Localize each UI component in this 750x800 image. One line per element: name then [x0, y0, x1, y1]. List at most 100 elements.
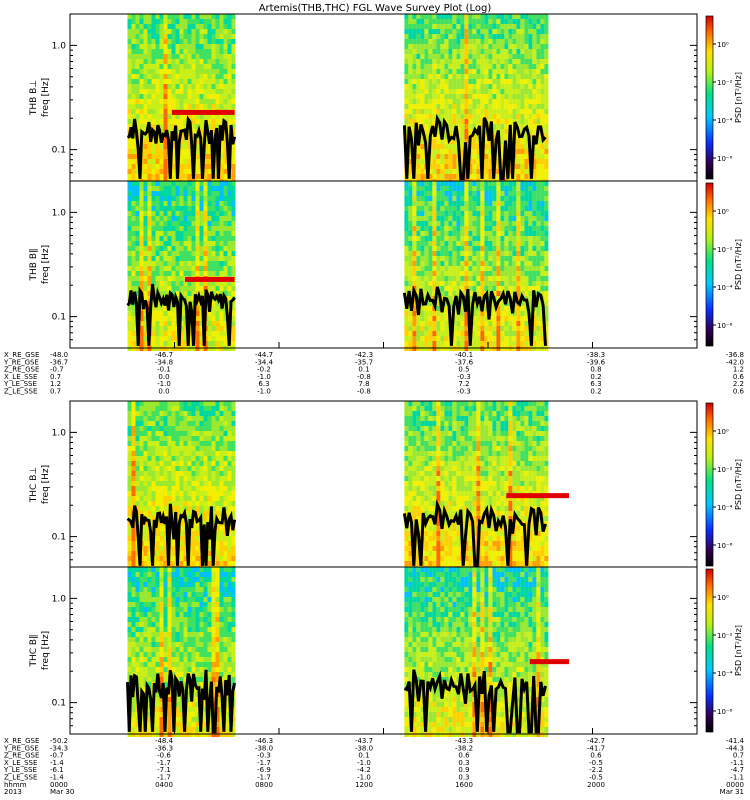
- cyclotron-frequency-curve: [126, 503, 237, 566]
- ephem-value: -1.4: [50, 759, 64, 767]
- ephem-value: -44.3: [726, 744, 744, 752]
- ephem-value: 0.7: [50, 373, 61, 381]
- ephem-value: -6.1: [50, 766, 64, 774]
- ephem-value: -1.7: [157, 759, 171, 767]
- cyclotron-frequency-curve: [402, 285, 547, 346]
- ephem-value: -41.4: [726, 737, 745, 745]
- ephem-value: 0000: [726, 781, 744, 789]
- cyclotron-frequency-curve: [402, 114, 547, 181]
- ephem-value: 0400: [155, 781, 173, 789]
- ephem-value: Mar 30: [50, 788, 74, 796]
- ephem-row-label: Z_RE_GSE: [4, 366, 39, 374]
- colorbar-tick-label: 10⁻²: [717, 79, 733, 87]
- ephem-value: -4.2: [357, 766, 371, 774]
- colorbar-tick-label: 10⁻⁴: [717, 284, 733, 292]
- ephem-value: 0.6: [733, 388, 745, 396]
- y-tick-label: 1.0: [52, 428, 67, 438]
- colorbar-tick-label: 10⁻⁴: [717, 670, 733, 678]
- ephem-value: -0.8: [357, 373, 371, 381]
- ephem-value: -37.6: [455, 358, 474, 366]
- spectrogram-block: [127, 401, 236, 571]
- colorbar-tick-label: 10⁻²: [717, 466, 733, 474]
- ephem-value: 0000: [50, 781, 68, 789]
- ephem-value: -44.7: [255, 351, 273, 359]
- colorbar-label: PSD [nT²/Hz]: [734, 459, 743, 510]
- ephem-value: -41.7: [587, 744, 605, 752]
- ephem-value: 2000: [587, 781, 605, 789]
- ephem-value: Mar 31: [720, 788, 744, 796]
- ephem-value: -6.9: [257, 766, 271, 774]
- colorbar-tick-label: 10⁰: [717, 594, 729, 602]
- ephem-value: -0.2: [257, 366, 271, 374]
- red-emission-band: [506, 493, 569, 499]
- ephem-row-label: X_LE_SSE: [4, 373, 37, 381]
- ephem-value: -38.2: [455, 744, 473, 752]
- ephem-row-label: Y_LE_SSE: [3, 766, 37, 774]
- colorbar-tick-label: 10⁻⁶: [717, 155, 733, 163]
- colorbar-tick-label: 10⁻⁶: [717, 542, 733, 550]
- ephem-row-label: Z_RE_GSE: [4, 752, 39, 760]
- cyclotron-frequency-curve: [403, 669, 547, 734]
- ephem-value: -1.0: [257, 388, 271, 396]
- ephem-value: -38.0: [255, 744, 273, 752]
- ephem-value: 0.3: [458, 759, 469, 767]
- ephem-value: -2.2: [589, 766, 603, 774]
- ephem-value: -42.0: [726, 358, 744, 366]
- colorbar-label: PSD [nT²/Hz]: [734, 239, 743, 290]
- ephem-value: -1.1: [730, 759, 744, 767]
- ephem-value: -1.4: [50, 774, 64, 782]
- ephem-value: 0.2: [590, 373, 601, 381]
- ephemeris-tables: X_RE_GSEY_RE_GSEZ_RE_GSEX_LE_SSEY_LE_SSE…: [3, 342, 745, 796]
- spectrogram-panel-thb-bl: 1.0 0.1 THB B⊥ freq [Hz] 10⁰ 10⁻² 10⁻⁴ 10⁻⁶ PSD …: [29, 13, 743, 184]
- ephem-value: -34.4: [255, 358, 274, 366]
- ephem-value: -43.7: [355, 737, 373, 745]
- ephem-value: -0.3: [457, 373, 471, 381]
- ephem-row-label: 2013: [4, 788, 22, 796]
- ephem-value: -1.1: [730, 774, 744, 782]
- ephem-value: 0.2: [590, 388, 601, 396]
- ephem-value: 7.2: [458, 380, 469, 388]
- ephem-value: 0.6: [458, 752, 470, 760]
- ephem-value: 0.8: [590, 366, 601, 374]
- cyclotron-frequency-curve: [126, 283, 236, 346]
- ephem-value: 0800: [255, 781, 273, 789]
- ephem-row-label: X_LE_SSE: [4, 759, 37, 767]
- colorbar-tick-label: 10⁰: [717, 41, 729, 49]
- figure-title: Artemis(THB,THC) FGL Wave Survey Plot (L…: [259, 3, 492, 14]
- ephem-value: 6.3: [590, 380, 601, 388]
- red-emission-band: [184, 276, 235, 282]
- cyclotron-frequency-curve: [126, 115, 237, 179]
- ephem-value: 0.6: [590, 752, 602, 760]
- colorbar: [705, 568, 714, 733]
- ephem-row-label: hhmm: [4, 781, 27, 789]
- spectrogram-block: [127, 181, 236, 351]
- ephem-value: -36.7: [50, 358, 68, 366]
- colorbar-tick-label: 10⁻⁶: [717, 708, 733, 716]
- ephem-value: -42.7: [587, 737, 605, 745]
- panel-ylabel-spacecraft: THC B⊥: [29, 467, 39, 504]
- ephem-value: -46.7: [155, 351, 173, 359]
- ephem-value: 0.1: [358, 752, 369, 760]
- y-tick-label: 0.1: [52, 533, 66, 543]
- ephem-row-label: X_RE_GSE: [4, 737, 39, 745]
- ephem-value: 7.8: [358, 380, 369, 388]
- y-tick-label: 1.0: [52, 208, 67, 218]
- ephem-row-label: X_RE_GSE: [4, 351, 39, 359]
- ephem-value: -0.3: [457, 388, 471, 396]
- colorbar-label: PSD [nT²/Hz]: [734, 625, 743, 676]
- ephem-value: -43.3: [455, 737, 473, 745]
- ephem-value: -46.3: [255, 737, 273, 745]
- panel-ylabel-freq: freq [Hz]: [41, 245, 51, 284]
- ephem-value: -0.3: [257, 752, 271, 760]
- colorbar-tick-label: 10⁻⁴: [717, 117, 733, 125]
- ephem-value: -1.7: [257, 759, 271, 767]
- ephem-value: -34.3: [50, 744, 68, 752]
- ephem-row-label: Y_LE_SSE: [3, 380, 37, 388]
- ephem-value: 1.2: [50, 380, 61, 388]
- ephem-value: -0.7: [50, 366, 64, 374]
- y-tick-label: 1.0: [52, 594, 67, 604]
- y-tick-label: 1.0: [52, 41, 67, 51]
- colorbar-tick-label: 10⁰: [717, 208, 729, 216]
- colorbar-tick-label: 10⁻²: [717, 632, 733, 640]
- ephemeris-table-top: X_RE_GSEY_RE_GSEZ_RE_GSEX_LE_SSEY_LE_SSE…: [3, 351, 745, 396]
